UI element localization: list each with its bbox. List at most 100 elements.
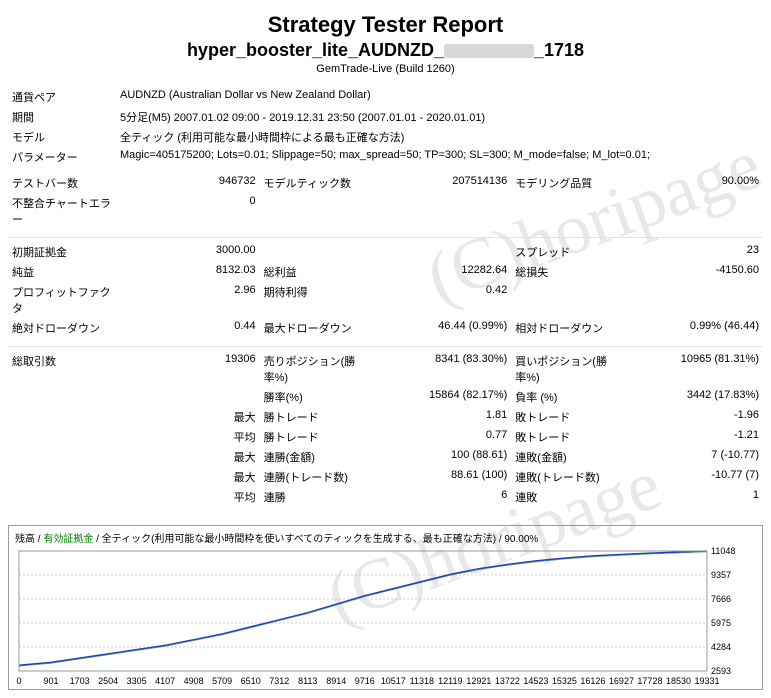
stat-value <box>626 193 763 229</box>
stat-label <box>8 427 123 447</box>
svg-text:18530: 18530 <box>666 676 691 686</box>
stat-label: 初期証拠金 <box>8 242 123 262</box>
stat-label: 純益 <box>8 262 123 282</box>
stat-label: 連敗(トレード数) <box>511 467 626 487</box>
stat-label: 敗トレード <box>511 427 626 447</box>
svg-text:4107: 4107 <box>155 676 175 686</box>
svg-text:9716: 9716 <box>355 676 375 686</box>
stat-value: 100 (88.61) <box>375 447 511 467</box>
stats-row: 初期証拠金3000.00スプレッド23 <box>8 242 763 262</box>
stats-row: 平均勝トレード0.77敗トレード-1.21 <box>8 427 763 447</box>
svg-text:7312: 7312 <box>269 676 289 686</box>
stat-value: 最大 <box>123 467 259 487</box>
svg-text:12921: 12921 <box>466 676 491 686</box>
stats-row: プロフィットファクタ2.96期待利得0.42 <box>8 282 763 318</box>
stat-value: 2.96 <box>123 282 259 318</box>
stat-label <box>8 407 123 427</box>
chart-svg: 2593428459757666935711048090117032504330… <box>15 547 755 687</box>
stat-label: 期待利得 <box>260 282 375 318</box>
stat-value: 15864 (82.17%) <box>375 387 511 407</box>
svg-text:0: 0 <box>16 676 21 686</box>
stat-value: 1 <box>626 487 763 507</box>
stat-value: 平均 <box>123 487 259 507</box>
stats-row: 平均連勝6連敗1 <box>8 487 763 507</box>
stat-value: 8132.03 <box>123 262 259 282</box>
stat-value: 12282.64 <box>375 262 511 282</box>
stat-value <box>123 387 259 407</box>
info-value: AUDNZD (Australian Dollar vs New Zealand… <box>116 87 763 107</box>
stat-value: 0.44 <box>123 318 259 338</box>
stat-label: モデルティック数 <box>260 173 375 193</box>
stats-table: テストバー数946732モデルティック数207514136モデリング品質90.0… <box>8 173 763 507</box>
stat-value: 7 (-10.77) <box>626 447 763 467</box>
stat-value: -4150.60 <box>626 262 763 282</box>
stat-label <box>260 242 375 262</box>
stat-label: 連敗(金額) <box>511 447 626 467</box>
stat-label: 勝トレード <box>260 427 375 447</box>
stat-label <box>260 193 375 229</box>
stat-label: 連勝 <box>260 487 375 507</box>
stat-value: 46.44 (0.99%) <box>375 318 511 338</box>
stat-label: 連勝(トレード数) <box>260 467 375 487</box>
stats-row: 最大連勝(金額)100 (88.61)連敗(金額)7 (-10.77) <box>8 447 763 467</box>
stat-label: 負率 (%) <box>511 387 626 407</box>
stats-row: 最大勝トレード1.81敗トレード-1.96 <box>8 407 763 427</box>
build-line: GemTrade-Live (Build 1260) <box>8 63 763 75</box>
stat-value: 0.77 <box>375 427 511 447</box>
info-row: パラメーターMagic=405175200; Lots=0.01; Slippa… <box>8 147 763 167</box>
stat-label: 総利益 <box>260 262 375 282</box>
stat-value: 最大 <box>123 447 259 467</box>
svg-text:8113: 8113 <box>298 676 317 686</box>
stat-value: 0.42 <box>375 282 511 318</box>
stat-label: 総取引数 <box>8 351 123 387</box>
info-value: 全ティック (利用可能な最小時間枠による最も正確な方法) <box>116 127 763 147</box>
stat-value: 0 <box>123 193 259 229</box>
stat-label: テストバー数 <box>8 173 123 193</box>
stat-value: 1.81 <box>375 407 511 427</box>
stat-label <box>511 193 626 229</box>
redacted-block <box>444 44 534 58</box>
svg-text:9357: 9357 <box>711 570 731 580</box>
stat-label: 勝率(%) <box>260 387 375 407</box>
stat-value: 平均 <box>123 427 259 447</box>
stat-value: 23 <box>626 242 763 262</box>
svg-text:14523: 14523 <box>523 676 548 686</box>
stat-label <box>8 387 123 407</box>
info-value: 5分足(M5) 2007.01.02 09:00 - 2019.12.31 23… <box>116 107 763 127</box>
info-label: 期間 <box>8 107 116 127</box>
stat-value: 90.00% <box>626 173 763 193</box>
svg-text:901: 901 <box>44 676 59 686</box>
svg-text:5709: 5709 <box>212 676 232 686</box>
stat-value <box>375 193 511 229</box>
stat-value: 19306 <box>123 351 259 387</box>
info-table: 通貨ペアAUDNZD (Australian Dollar vs New Zea… <box>8 87 763 167</box>
stat-label <box>8 467 123 487</box>
stat-label <box>511 282 626 318</box>
stat-label: 不整合チャートエラー <box>8 193 123 229</box>
stat-value: 3442 (17.83%) <box>626 387 763 407</box>
ea-name: hyper_booster_lite_AUDNZD__1718 <box>8 40 763 61</box>
svg-text:13722: 13722 <box>495 676 520 686</box>
svg-text:16126: 16126 <box>580 676 605 686</box>
stat-label: モデリング品質 <box>511 173 626 193</box>
svg-text:7666: 7666 <box>711 594 731 604</box>
info-label: モデル <box>8 127 116 147</box>
report-title: Strategy Tester Report <box>8 12 763 38</box>
stat-value: -1.21 <box>626 427 763 447</box>
chart-title: 残高 / 有効証拠金 / 全ティック(利用可能な最小時間枠を使いすべてのティック… <box>15 530 756 545</box>
stat-value <box>626 282 763 318</box>
svg-text:16927: 16927 <box>609 676 634 686</box>
stats-row: 純益8132.03総利益12282.64総損失-4150.60 <box>8 262 763 282</box>
info-label: パラメーター <box>8 147 116 167</box>
svg-text:1703: 1703 <box>70 676 90 686</box>
stat-label: 最大ドローダウン <box>260 318 375 338</box>
svg-text:3305: 3305 <box>127 676 147 686</box>
svg-text:2504: 2504 <box>98 676 118 686</box>
svg-text:5975: 5975 <box>711 618 731 628</box>
svg-text:10517: 10517 <box>381 676 406 686</box>
equity-chart: 残高 / 有効証拠金 / 全ティック(利用可能な最小時間枠を使いすべてのティック… <box>8 525 763 690</box>
stats-row: 総取引数19306売りポジション(勝率%)8341 (83.30%)買いポジショ… <box>8 351 763 387</box>
stat-label: 勝トレード <box>260 407 375 427</box>
stat-label: 連勝(金額) <box>260 447 375 467</box>
stat-label: プロフィットファクタ <box>8 282 123 318</box>
